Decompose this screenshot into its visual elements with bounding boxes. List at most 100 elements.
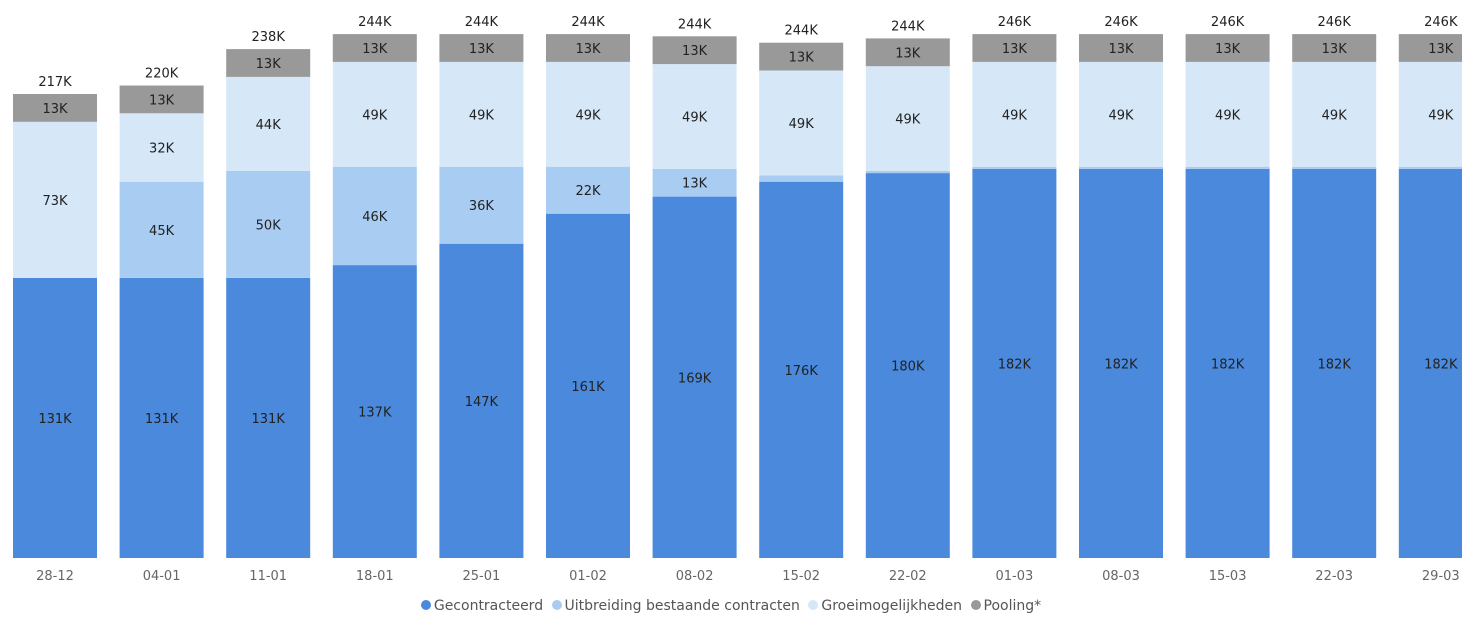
data-label-uitbreiding-bestaande-contracten-18-01: 46K	[362, 210, 388, 225]
bar-segment-uitbreiding-bestaande-contracten-11-01[interactable]	[226, 171, 311, 278]
bar-segment-uitbreiding-bestaande-contracten-04-01[interactable]	[119, 181, 204, 278]
bar-segment-gecontracteerd-08-03[interactable]	[1079, 168, 1163, 559]
bar-segment-gecontracteerd-28-12[interactable]	[13, 277, 97, 558]
bar-segment-groeimogelijkheden-28-12[interactable]	[13, 121, 97, 278]
total-label-04-01: 220K	[145, 67, 179, 82]
bar-segment-pooling-08-02[interactable]	[652, 36, 737, 65]
data-label-pooling-29-03: 13K	[1428, 42, 1454, 57]
bar-segment-uitbreiding-bestaande-contracten-15-03[interactable]	[1185, 166, 1270, 169]
data-label-pooling-01-03: 13K	[1002, 42, 1028, 57]
data-label-uitbreiding-bestaande-contracten-08-02: 13K	[682, 177, 708, 192]
bar-segment-groeimogelijkheden-11-01[interactable]	[226, 76, 311, 171]
bar-segment-pooling-18-01[interactable]	[332, 34, 417, 62]
data-label-pooling-08-03: 13K	[1108, 42, 1134, 57]
data-label-gecontracteerd-08-03: 182K	[1104, 357, 1138, 372]
bar-segment-pooling-11-01[interactable]	[226, 49, 311, 77]
bar-segment-groeimogelijkheden-25-01[interactable]	[439, 61, 524, 167]
bar-segment-gecontracteerd-22-02[interactable]	[865, 173, 950, 558]
bar-segment-pooling-29-03[interactable]	[1398, 34, 1462, 62]
x-tick-label-28-12: 28-12	[36, 569, 74, 584]
data-label-pooling-04-01: 13K	[149, 93, 175, 108]
bar-segment-gecontracteerd-22-03[interactable]	[1292, 168, 1377, 559]
total-label-22-02: 244K	[891, 19, 925, 34]
data-label-groeimogelijkheden-04-01: 32K	[149, 142, 175, 157]
data-label-groeimogelijkheden-18-01: 49K	[362, 108, 388, 123]
legend-label: Pooling*	[983, 598, 1042, 614]
bar-segment-gecontracteerd-08-02[interactable]	[652, 196, 737, 558]
x-tick-label-04-01: 04-01	[143, 569, 181, 584]
bar-segment-groeimogelijkheden-18-01[interactable]	[332, 61, 417, 167]
bar-segment-gecontracteerd-11-01[interactable]	[226, 277, 311, 558]
bar-segment-uitbreiding-bestaande-contracten-08-02[interactable]	[652, 168, 737, 197]
bar-segment-uitbreiding-bestaande-contracten-18-01[interactable]	[332, 166, 417, 266]
data-label-groeimogelijkheden-01-03: 49K	[1002, 108, 1028, 123]
data-label-pooling-08-02: 13K	[682, 44, 708, 59]
total-label-18-01: 244K	[358, 15, 392, 30]
bar-segment-uitbreiding-bestaande-contracten-15-02[interactable]	[759, 175, 844, 182]
bar-segment-uitbreiding-bestaande-contracten-22-02[interactable]	[865, 171, 950, 174]
data-label-groeimogelijkheden-11-01: 44K	[256, 118, 282, 133]
bar-segment-uitbreiding-bestaande-contracten-29-03[interactable]	[1398, 166, 1462, 169]
total-label-01-02: 244K	[571, 15, 605, 30]
data-label-gecontracteerd-04-01: 131K	[145, 412, 179, 427]
bar-segment-groeimogelijkheden-08-02[interactable]	[652, 64, 737, 169]
bar-segment-groeimogelijkheden-01-02[interactable]	[546, 61, 630, 167]
bar-segment-groeimogelijkheden-01-03[interactable]	[972, 61, 1057, 167]
data-label-groeimogelijkheden-01-02: 49K	[575, 108, 601, 123]
bar-segment-groeimogelijkheden-22-02[interactable]	[865, 66, 950, 171]
data-label-gecontracteerd-22-02: 180K	[891, 360, 925, 375]
data-label-gecontracteerd-28-12: 131K	[38, 412, 72, 427]
bar-segment-groeimogelijkheden-29-03[interactable]	[1398, 61, 1462, 167]
bar-segment-pooling-22-02[interactable]	[865, 38, 950, 67]
bar-segment-groeimogelijkheden-22-03[interactable]	[1292, 61, 1377, 167]
bar-segment-groeimogelijkheden-15-03[interactable]	[1185, 61, 1270, 167]
bar-segment-pooling-15-03[interactable]	[1185, 34, 1270, 62]
x-tick-label-29-03: 29-03	[1422, 569, 1460, 584]
bar-segment-pooling-15-02[interactable]	[759, 42, 844, 71]
bar-segment-uitbreiding-bestaande-contracten-01-02[interactable]	[546, 166, 630, 214]
x-axis-tick-labels: 28-12 04-01 11-01 18-01 25-01 01-02 08-02 15-02…	[36, 569, 1460, 584]
legend: Gecontracteerd Uitbreiding bestaande con…	[0, 598, 1462, 614]
bar-segment-gecontracteerd-18-01[interactable]	[332, 265, 417, 558]
data-label-groeimogelijkheden-15-03: 49K	[1215, 108, 1241, 123]
bar-segment-pooling-04-01[interactable]	[119, 85, 204, 114]
legend-label: Uitbreiding bestaande contracten	[564, 598, 800, 614]
legend-dot-icon	[970, 600, 981, 610]
data-label-pooling-15-02: 13K	[789, 51, 815, 66]
x-tick-label-15-02: 15-02	[782, 569, 820, 584]
bar-segment-gecontracteerd-25-01[interactable]	[439, 243, 524, 558]
x-tick-label-08-02: 08-02	[676, 569, 714, 584]
bar-segment-uitbreiding-bestaande-contracten-08-03[interactable]	[1079, 166, 1163, 169]
bar-segment-pooling-28-12[interactable]	[13, 94, 97, 122]
total-label-29-03: 246K	[1424, 15, 1458, 30]
bar-segment-groeimogelijkheden-08-03[interactable]	[1079, 61, 1163, 167]
bar-segment-gecontracteerd-15-02[interactable]	[759, 181, 844, 558]
data-label-uitbreiding-bestaande-contracten-11-01: 50K	[256, 218, 282, 233]
total-label-01-03: 246K	[998, 15, 1032, 30]
bar-segment-gecontracteerd-29-03[interactable]	[1398, 168, 1462, 559]
bar-segment-pooling-01-03[interactable]	[972, 34, 1057, 62]
legend-item-uitbreiding[interactable]: Uitbreiding bestaande contracten	[551, 598, 800, 614]
legend-item-pooling[interactable]: Pooling*	[970, 598, 1042, 614]
total-label-08-02: 244K	[678, 17, 712, 32]
bar-segment-pooling-01-02[interactable]	[546, 34, 630, 62]
bar-segment-uitbreiding-bestaande-contracten-22-03[interactable]	[1292, 166, 1377, 169]
bar-segment-pooling-08-03[interactable]	[1079, 34, 1163, 62]
bar-segment-groeimogelijkheden-15-02[interactable]	[759, 70, 844, 176]
bar-segment-gecontracteerd-01-02[interactable]	[546, 213, 630, 558]
bar-segment-pooling-25-01[interactable]	[439, 34, 524, 62]
bar-segment-uitbreiding-bestaande-contracten-25-01[interactable]	[439, 166, 524, 244]
bar-segment-gecontracteerd-15-03[interactable]	[1185, 168, 1270, 559]
bar-segment-pooling-22-03[interactable]	[1292, 34, 1377, 62]
total-label-28-12: 217K	[38, 75, 72, 90]
total-label-11-01: 238K	[252, 30, 286, 45]
bar-segment-gecontracteerd-01-03[interactable]	[972, 168, 1057, 559]
bar-segment-uitbreiding-bestaande-contracten-01-03[interactable]	[972, 166, 1057, 169]
data-label-gecontracteerd-25-01: 147K	[465, 395, 499, 410]
bar-segment-gecontracteerd-04-01[interactable]	[119, 277, 204, 558]
data-label-pooling-22-02: 13K	[895, 46, 921, 61]
legend-item-groeimogelijkheden[interactable]: Groeimogelijkheden	[808, 598, 962, 614]
bar-segment-groeimogelijkheden-04-01[interactable]	[119, 113, 204, 182]
legend-item-gecontracteerd[interactable]: Gecontracteerd	[420, 598, 543, 614]
data-label-gecontracteerd-01-03: 182K	[998, 357, 1032, 372]
